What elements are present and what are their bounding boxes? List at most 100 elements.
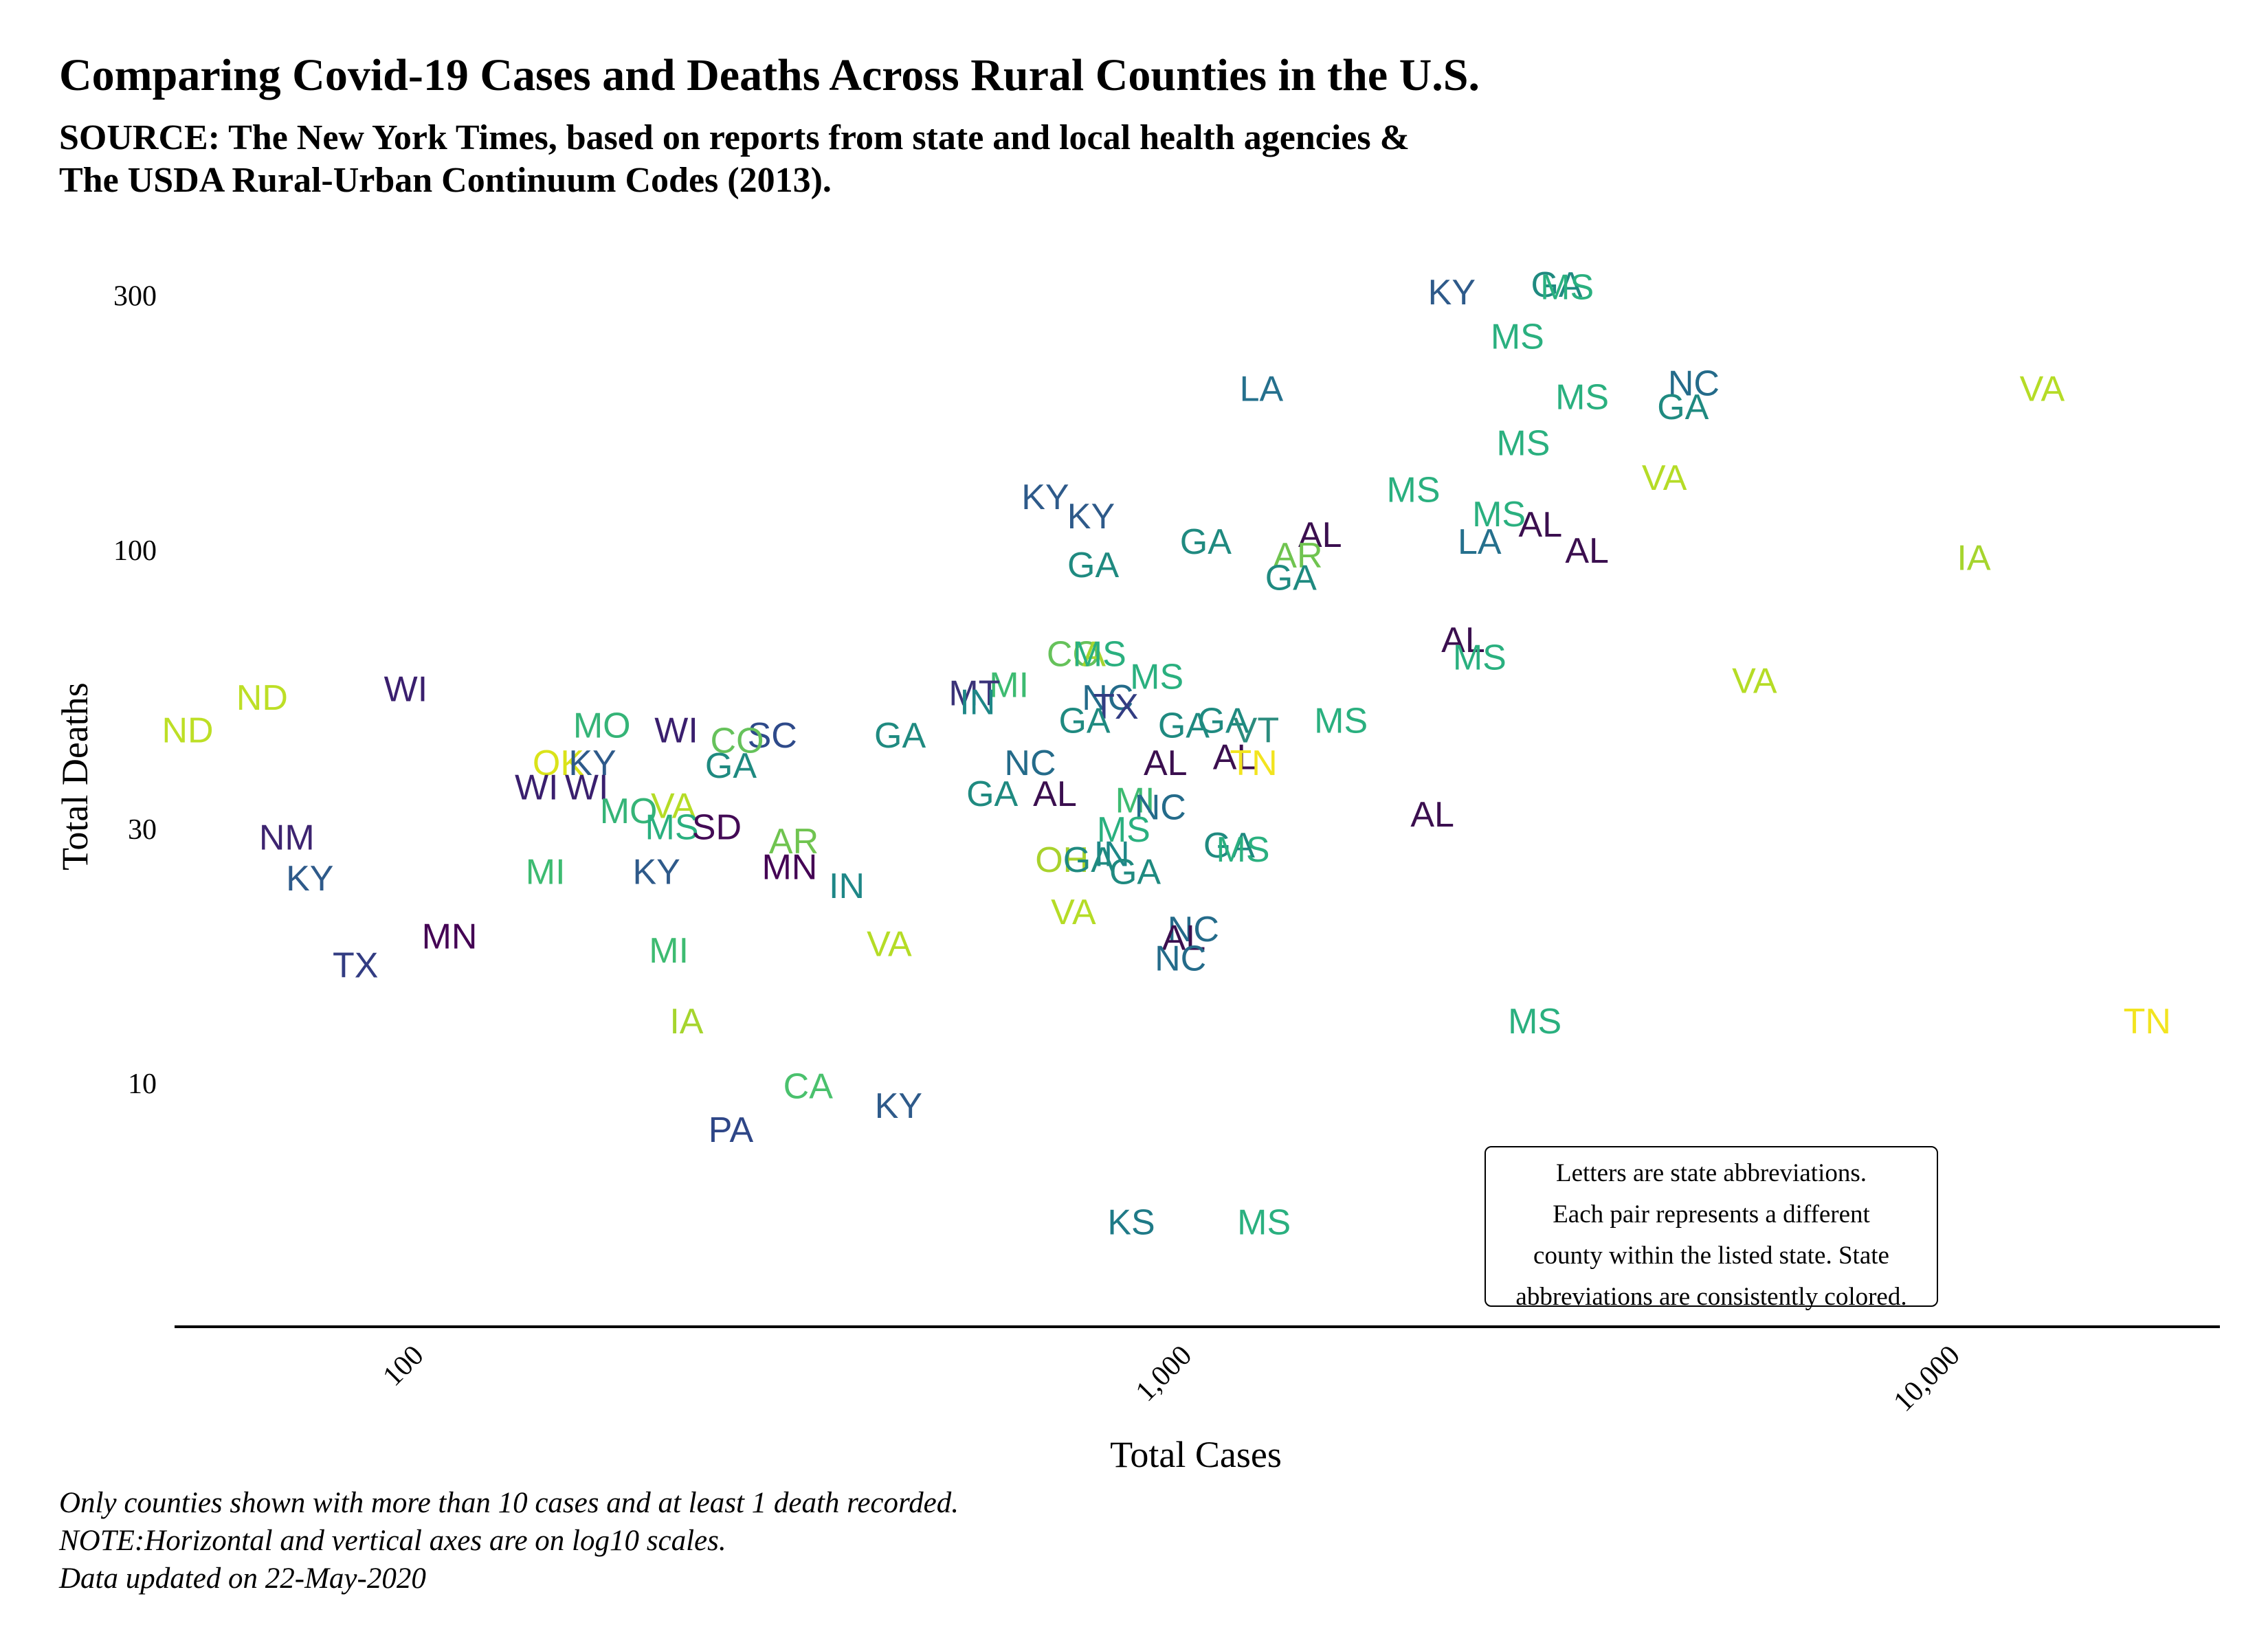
point-label-al: AL [1213,738,1257,778]
point-label-ms: MS [1555,378,1609,418]
point-label-sd: SD [692,807,742,847]
note-line-3: county within the listed state. State [1533,1242,1889,1270]
point-label-nc: NC [1004,743,1056,783]
point-label-mi: MI [649,931,689,971]
point-label-mi: MI [526,852,566,892]
point-label-vt: VT [1234,711,1279,751]
point-label-mi: MI [1115,781,1155,821]
point-label-ok: OK [533,743,584,783]
point-label-ga: GA [705,746,757,786]
point-label-ms: MS [645,807,699,847]
point-label-ms: MS [1216,830,1270,870]
point-label-ga: GA [1203,826,1255,866]
point-label-ms: MS [1073,634,1126,674]
point-label-ia: IA [1957,538,1990,578]
caption-line-2: NOTE:Horizontal and vertical axes are on… [59,1525,726,1557]
point-label-al: AL [1410,795,1454,835]
point-label-al: AL [1144,743,1188,783]
y-tick-label: 30 [128,814,157,846]
point-label-nd: ND [162,711,213,751]
point-label-va: VA [651,787,696,827]
point-label-nc: NC [1135,788,1186,828]
note-line-1: Letters are state abbreviations. [1555,1159,1867,1187]
chart-subtitle: SOURCE: The New York Times, based on rep… [59,117,1846,202]
point-label-ga: GA [1198,701,1249,741]
point-label-ca: CA [783,1067,834,1107]
point-label-ms: MS [1453,638,1507,678]
point-label-al: AL [1565,531,1609,571]
point-label-pa: PA [709,1110,754,1150]
point-label-wi: WI [654,711,698,751]
point-label-ms: MS [1540,267,1594,307]
point-label-mn: MN [422,917,478,957]
point-label-ky: KY [1428,273,1476,313]
point-label-ky: KY [568,743,616,783]
point-label-ky: KY [1067,497,1115,537]
point-label-ga: GA [874,716,926,756]
point-label-sc: SC [748,716,797,756]
x-tick-label: 1,000 [1130,1340,1198,1408]
point-label-ar: AR [1273,536,1322,576]
point-label-la: LA [1458,522,1502,562]
point-label-al: AL [1519,505,1563,545]
y-axis-title: Total Deaths [54,682,96,871]
note-line-4: abbreviations are consistently colored. [1515,1283,1907,1311]
point-label-ga: GA [1063,840,1115,880]
point-label-ga: GA [966,774,1018,814]
point-label-nm: NM [259,818,315,857]
point-label-ms: MS [1496,424,1550,464]
point-label-ga: GA [1158,706,1210,745]
point-label-ms: MS [1314,701,1368,741]
point-label-va: VA [1642,458,1687,498]
point-label-tn: TN [1230,743,1277,783]
point-label-ms: MS [1387,471,1441,511]
point-label-ga: GA [1180,522,1232,562]
caption-line-3: Data updated on 22-May-2020 [59,1562,426,1595]
point-label-tn: TN [2124,1002,2171,1042]
point-label-nd: ND [236,678,288,718]
point-label-ga: GA [1109,852,1161,892]
point-label-al: AL [1298,515,1342,555]
point-label-nc: NC [1155,939,1206,978]
point-label-ga: GA [1531,265,1582,305]
point-label-mo: MO [573,706,631,745]
subtitle-line-1: SOURCE: The New York Times, based on rep… [59,118,1410,157]
point-label-ga: GA [1067,546,1119,585]
point-label-al: AL [1441,620,1485,660]
point-label-in: IN [959,682,995,722]
point-label-va: VA [1051,893,1096,932]
point-label-ks: KS [1107,1203,1155,1243]
point-label-ky: KY [632,852,680,892]
point-label-va: VA [867,924,912,964]
x-tick-label: 10,000 [1888,1340,1966,1418]
point-label-oh: OH [1035,840,1089,880]
point-label-co: CO [711,721,764,761]
point-label-tx: TX [1093,687,1138,727]
point-label-wi: WI [515,767,559,807]
point-label-tx: TX [333,945,378,985]
point-label-in: IN [829,866,865,906]
point-label-mt: MT [948,674,1000,714]
point-label-wi: WI [565,767,609,807]
point-label-in: IN [1094,834,1130,874]
point-label-nc: NC [1082,678,1133,718]
point-label-ms: MS [1237,1203,1291,1243]
point-label-ia: IA [669,1002,703,1042]
point-label-ga: GA [1657,388,1709,427]
chart-title: Comparing Covid-19 Cases and Deaths Acro… [59,50,1480,100]
point-label-ky: KY [286,859,333,899]
x-axis-title: Total Cases [1110,1434,1282,1475]
point-label-ky: KY [875,1086,922,1126]
point-label-co: CO [1047,634,1100,674]
y-tick-label: 10 [128,1068,157,1100]
note-line-2: Each pair represents a different [1553,1200,1870,1229]
point-label-ms: MS [1130,658,1183,697]
subtitle-line-2: The USDA Rural-Urban Continuum Codes (20… [59,161,832,200]
legend-note-box: Letters are state abbreviations. Each pa… [1485,1146,1938,1311]
point-label-va: VA [2020,370,2065,410]
caption-line-1: Only counties shown with more than 10 ca… [59,1487,959,1519]
point-label-nc: NC [1668,363,1720,403]
point-label-ms: MS [1097,810,1150,850]
